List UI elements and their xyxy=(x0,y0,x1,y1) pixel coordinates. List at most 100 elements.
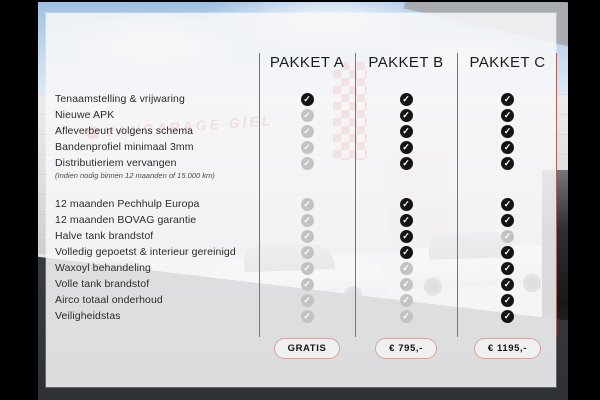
check-icon: ✓ xyxy=(501,310,514,323)
package-comparison-panel: PAKKET A PAKKET B PAKKET C Tenaamstellin… xyxy=(46,13,557,387)
feature-label: Volledig gepoetst & interieur gereinigd xyxy=(55,246,236,258)
check-cell-pakket-a: ✓ xyxy=(259,89,355,107)
check-icon: ✓ xyxy=(399,141,413,154)
check-cell-pakket-c: ✓ xyxy=(457,290,558,308)
check-cell-pakket-b: ✓ xyxy=(355,290,457,308)
column-header-pakket-a: PAKKET A xyxy=(269,53,345,71)
check-cell-pakket-b: ✓ xyxy=(355,210,457,228)
check-icon: ✓ xyxy=(399,93,413,106)
check-icon: ✓ xyxy=(399,214,413,227)
check-icon: ✓ xyxy=(501,246,514,259)
feature-note-row: (Indien nodig binnen 12 maanden of 15.00… xyxy=(46,169,556,182)
feature-row: Volle tank brandstof ✓ ✓ ✓ xyxy=(46,274,556,292)
price-row: GRATIS € 795,- € 1195,- xyxy=(46,338,556,359)
check-icon: ✓ xyxy=(399,246,413,259)
check-icon: ✓ xyxy=(300,93,314,106)
feature-label: Bandenprofiel minimaal 3mm xyxy=(55,141,194,153)
check-cell-pakket-b: ✓ xyxy=(355,153,457,171)
feature-label: Volle tank brandstof xyxy=(55,278,150,290)
check-cell-pakket-b: ✓ xyxy=(355,89,457,107)
feature-row: Veiligheidstas ✓ ✓ ✓ xyxy=(46,306,558,324)
check-cell-pakket-c: ✓ xyxy=(457,242,558,260)
price-badge-pakket-a: GRATIS xyxy=(273,338,341,359)
check-cell-pakket-b: ✓ xyxy=(355,306,457,324)
feature-row: Volledig gepoetst & interieur gereinigd … xyxy=(46,242,558,260)
feature-label: Tenaamstelling & vrijwaring xyxy=(55,93,185,105)
check-icon: ✓ xyxy=(300,109,314,122)
check-cell-pakket-c: ✓ xyxy=(457,210,558,228)
check-cell-pakket-a: ✓ xyxy=(259,290,355,308)
check-icon: ✓ xyxy=(300,125,314,138)
check-icon: ✓ xyxy=(501,278,514,291)
check-icon: ✓ xyxy=(300,141,314,154)
feature-label: Veiligheidstas xyxy=(55,310,121,322)
check-icon: ✓ xyxy=(300,310,314,323)
column-header-pakket-b: PAKKET B xyxy=(368,53,444,71)
check-icon: ✓ xyxy=(501,93,514,106)
check-cell-pakket-a: ✓ xyxy=(259,210,355,228)
check-icon: ✓ xyxy=(300,157,314,170)
check-icon: ✓ xyxy=(399,262,413,275)
check-icon: ✓ xyxy=(399,278,413,291)
check-icon: ✓ xyxy=(399,125,413,138)
check-icon: ✓ xyxy=(399,109,413,122)
check-cell-pakket-a: ✓ xyxy=(259,121,355,139)
check-icon: ✓ xyxy=(501,125,514,138)
check-cell-pakket-c: ✓ xyxy=(457,226,558,244)
feature-row: Halve tank brandstof ✓ ✓ ✓ xyxy=(46,226,558,244)
check-icon: ✓ xyxy=(399,294,413,307)
check-cell-pakket-a: ✓ xyxy=(259,194,355,212)
feature-row: Tenaamstelling & vrijwaring ✓ ✓ ✓ xyxy=(46,89,558,107)
check-cell-pakket-a: ✓ xyxy=(259,105,355,123)
check-cell-pakket-c: ✓ xyxy=(457,258,558,276)
check-cell-pakket-a: ✓ xyxy=(259,258,355,276)
check-icon: ✓ xyxy=(399,198,413,211)
feature-label: Distributieriem vervangen xyxy=(55,157,177,169)
check-icon: ✓ xyxy=(399,230,413,243)
feature-row: 12 maanden Pechhulp Europa ✓ ✓ ✓ xyxy=(46,194,556,212)
check-icon: ✓ xyxy=(501,214,514,227)
check-icon: ✓ xyxy=(501,230,514,243)
column-divider xyxy=(457,53,458,337)
feature-row: Distributieriem vervangen ✓ ✓ ✓ xyxy=(46,153,558,171)
column-divider xyxy=(355,53,356,337)
feature-row: Bandenprofiel minimaal 3mm ✓ ✓ ✓ xyxy=(46,137,558,155)
check-cell-pakket-a: ✓ xyxy=(259,153,355,171)
check-cell-pakket-c: ✓ xyxy=(457,153,558,171)
check-cell-pakket-b: ✓ xyxy=(355,105,457,123)
check-cell-pakket-a: ✓ xyxy=(259,274,355,292)
check-cell-pakket-b: ✓ xyxy=(355,226,457,244)
check-cell-pakket-b: ✓ xyxy=(355,242,457,260)
feature-note: (Indien nodig binnen 12 maanden of 15.00… xyxy=(55,171,215,180)
feature-label: Nieuwe APK xyxy=(55,109,115,121)
feature-label: 12 maanden Pechhulp Europa xyxy=(55,198,200,210)
check-icon: ✓ xyxy=(501,198,514,211)
check-cell-pakket-b: ✓ xyxy=(355,121,457,139)
feature-row: Waxoyl behandeling ✓ ✓ ✓ xyxy=(46,258,558,276)
check-icon: ✓ xyxy=(300,246,314,259)
feature-row: Airco totaal onderhoud ✓ ✓ ✓ xyxy=(46,290,558,308)
feature-row: Afleverbeurt volgens schema ✓ ✓ ✓ xyxy=(46,121,558,139)
column-divider xyxy=(556,53,557,337)
check-icon: ✓ xyxy=(300,278,314,291)
feature-label: 12 maanden BOVAG garantie xyxy=(55,214,197,226)
feature-rows: Tenaamstelling & vrijwaring ✓ ✓ ✓ Nieuwe… xyxy=(46,89,558,324)
check-icon: ✓ xyxy=(501,141,514,154)
check-cell-pakket-c: ✓ xyxy=(457,306,558,324)
check-cell-pakket-b: ✓ xyxy=(355,258,457,276)
column-header-pakket-c: PAKKET C xyxy=(469,53,546,71)
feature-label: Airco totaal onderhoud xyxy=(55,294,163,306)
check-icon: ✓ xyxy=(501,157,514,170)
check-cell-pakket-a: ✓ xyxy=(259,242,355,260)
check-cell-pakket-c: ✓ xyxy=(457,137,558,155)
feature-row: 12 maanden BOVAG garantie ✓ ✓ ✓ xyxy=(46,210,558,228)
price-badge-pakket-c: € 1195,- xyxy=(473,338,542,359)
check-cell-pakket-b: ✓ xyxy=(355,274,457,292)
check-cell-pakket-c: ✓ xyxy=(457,89,558,107)
check-icon: ✓ xyxy=(501,109,514,122)
check-icon: ✓ xyxy=(300,214,314,227)
comparison-table: PAKKET A PAKKET B PAKKET C Tenaamstellin… xyxy=(46,13,556,359)
check-cell-pakket-c: ✓ xyxy=(457,121,558,139)
check-icon: ✓ xyxy=(501,262,514,275)
